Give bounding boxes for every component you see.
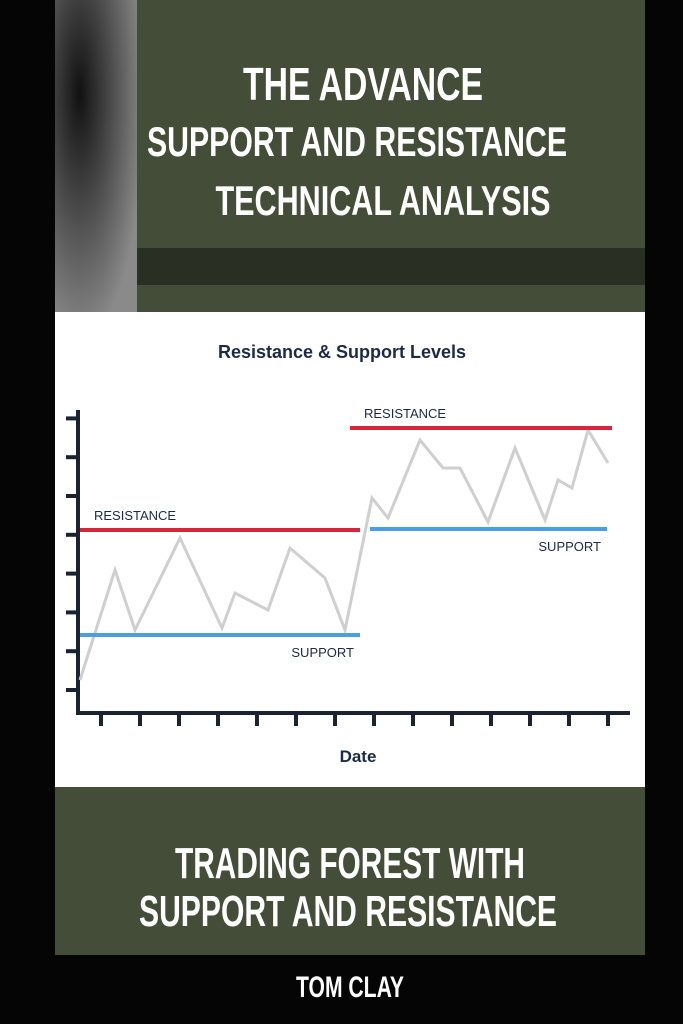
- dark-stripe: [137, 248, 645, 285]
- level-label: SUPPORT: [291, 645, 354, 660]
- level-label: RESISTANCE: [364, 406, 446, 421]
- subtitle-line: TRADING FOREST WITH: [175, 839, 525, 888]
- level-label: SUPPORT: [538, 539, 601, 554]
- title-line: TECHNICAL ANALYSIS: [216, 177, 551, 224]
- subtitle-line: SUPPORT AND RESISTANCE: [139, 887, 557, 936]
- chart-panel: [55, 312, 645, 787]
- x-axis-label: Date: [340, 747, 377, 766]
- title-line: SUPPORT AND RESISTANCE: [147, 118, 567, 165]
- gray-strip: [55, 0, 137, 312]
- bottom-band: [55, 787, 645, 955]
- level-label: RESISTANCE: [94, 508, 176, 523]
- chart-title: Resistance & Support Levels: [218, 342, 466, 362]
- author: TOM CLAY: [296, 971, 404, 1004]
- title-line: THE ADVANCE: [243, 58, 483, 110]
- price-line: [78, 426, 610, 681]
- axes: [66, 410, 630, 726]
